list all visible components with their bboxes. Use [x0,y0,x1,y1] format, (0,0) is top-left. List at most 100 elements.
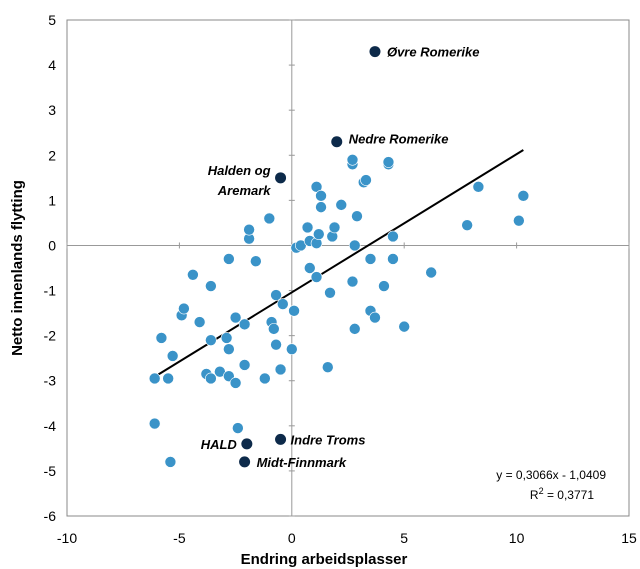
label-line: Halden og [208,163,271,178]
highlighted-point-label: Indre Troms [291,432,366,447]
data-point [378,280,390,292]
plot-area-frame [66,19,630,517]
data-point [229,311,242,324]
highlighted-point [239,456,251,468]
data-point [321,361,334,374]
label-line: Aremark [217,183,272,198]
data-point [324,286,336,299]
data-point [274,363,287,376]
r-squared-superscript: 2 [539,486,544,496]
y-tick-label: 4 [48,57,56,73]
y-tick-label: 3 [48,102,56,118]
data-point [277,298,289,310]
data-point [398,320,411,333]
data-point [364,253,377,265]
data-point [346,275,359,288]
x-tick-label: 0 [288,530,296,546]
highlighted-point [331,136,343,148]
data-point [229,377,242,389]
x-axis-title: Endring arbeidsplasser [241,551,408,568]
highlighted-point [241,438,253,450]
data-point [238,359,251,371]
data-point [461,219,473,231]
r-squared-value: = 0,3771 [544,488,595,502]
data-points [148,153,530,468]
y-tick-label: -5 [44,463,57,479]
data-point [369,311,381,324]
y-tick-label: 2 [48,147,56,163]
data-point [205,334,217,346]
data-point [162,372,174,385]
y-tick-label: -2 [44,328,57,344]
data-point [270,338,282,351]
data-point [315,190,327,202]
y-tick-label: -3 [44,373,57,389]
data-point [220,332,233,344]
data-point [513,214,525,227]
y-tick-label: -1 [44,283,57,299]
data-point [301,221,314,234]
data-point [288,305,300,317]
zero-axes [67,20,629,516]
highlighted-point-label: Øvre Romerike [387,45,480,60]
data-point [335,199,348,211]
data-point [238,318,251,331]
data-point [205,372,217,385]
data-point [187,268,199,281]
highlighted-point-label: Nedre Romerike [349,132,449,147]
data-point [270,289,282,301]
data-point [303,262,316,274]
x-tick-label: 5 [400,530,408,546]
data-point [232,422,244,434]
data-point [193,316,206,328]
data-point [425,266,437,279]
x-tick-label: -5 [173,530,186,546]
data-point [348,239,361,252]
data-point [382,156,395,168]
data-point [155,332,168,344]
data-point [223,253,235,265]
r-squared-symbol: R [530,488,539,502]
regression-equation: y = 0,3066x - 1,0409 [496,468,606,482]
data-point [205,280,217,292]
data-point [517,190,530,202]
highlighted-point-label: Halden og Aremark [208,163,272,198]
r-squared: R2 = 0,3771 [530,486,594,502]
data-point [312,228,325,240]
highlighted-point-label: HALD [201,437,238,452]
data-point [148,372,161,385]
y-tick-label: 0 [48,237,56,253]
y-axis-title: Netto innenlands flytting [9,180,26,356]
data-point [315,201,327,213]
data-point [263,212,276,225]
data-point [285,343,298,355]
y-tick-labels: -6 -5 -4 -3 -2 -1 0 1 2 3 4 5 [44,12,295,524]
data-point [472,181,485,193]
data-point [346,153,359,166]
x-tick-label: 10 [509,530,525,546]
x-tick-label: 15 [621,530,637,546]
highlighted-point [275,433,287,445]
data-point [223,343,235,355]
data-point [243,223,255,236]
data-point [259,372,271,385]
y-tick-label: -4 [44,418,57,434]
highlighted-point [369,46,381,58]
highlighted-points [239,46,381,468]
highlighted-labels: Øvre Romerike Nedre Romerike Halden og Arem… [201,45,480,470]
y-tick-label: -6 [44,508,57,524]
x-tick-label: -10 [57,530,77,546]
data-point [250,255,262,268]
data-point [348,323,361,335]
y-tick-label: 1 [48,192,56,208]
data-point [268,323,280,335]
data-point [310,271,323,283]
data-point [351,210,363,222]
data-point [148,417,161,430]
highlighted-point-label: Midt-Finnmark [257,455,347,470]
data-point [387,230,399,243]
data-point [360,174,372,186]
y-tick-label: 5 [48,12,56,28]
data-point [328,221,341,234]
